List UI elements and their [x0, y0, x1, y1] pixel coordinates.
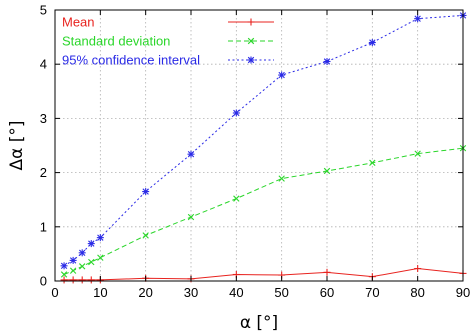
data-point — [233, 195, 240, 202]
legend-marker — [247, 56, 255, 64]
x-tick-label: 50 — [274, 285, 288, 300]
y-tick-label: 4 — [40, 57, 47, 72]
data-point — [414, 15, 422, 23]
data-point — [414, 265, 422, 273]
x-tick-label: 70 — [365, 285, 379, 300]
data-point — [187, 213, 195, 221]
data-point — [69, 267, 77, 274]
y-axis-label: Δα [°] — [7, 120, 27, 170]
data-point — [88, 258, 95, 266]
legend-label: Standard deviation — [62, 34, 170, 49]
data-point — [323, 268, 331, 276]
legend: Mean Standard deviation 95% confidence int… — [62, 15, 274, 68]
series-1 — [60, 145, 467, 278]
data-point — [187, 150, 195, 158]
y-tick-label: 1 — [40, 219, 47, 234]
x-tick-label: 10 — [93, 285, 107, 300]
data-point — [232, 109, 240, 117]
series-2 — [60, 11, 467, 270]
data-point — [60, 262, 68, 270]
data-point — [78, 276, 86, 284]
series-line — [64, 268, 464, 281]
data-point — [69, 256, 77, 264]
data-point — [142, 232, 149, 239]
x-tick-label: 90 — [456, 285, 470, 300]
y-tick-label: 3 — [40, 111, 47, 126]
legend-label: 95% confidence interval — [62, 53, 200, 68]
y-tick-label: 0 — [40, 274, 47, 289]
legend-marker — [247, 37, 255, 45]
x-tick-label: 20 — [138, 285, 152, 300]
data-point — [97, 254, 104, 261]
legend-marker — [247, 18, 255, 26]
x-tick-label: 0 — [51, 285, 58, 300]
data-point — [87, 276, 95, 284]
x-tick-label: 30 — [184, 285, 198, 300]
x-tick-label: 60 — [320, 285, 334, 300]
data-point — [60, 271, 68, 278]
data-point — [368, 39, 376, 47]
x-axis-label: α [°] — [240, 313, 278, 333]
data-point — [142, 188, 150, 196]
data-point — [323, 57, 331, 65]
y-tick-label: 5 — [40, 3, 47, 18]
data-point — [78, 249, 86, 257]
x-tick-label: 80 — [410, 285, 424, 300]
plot-frame — [54, 9, 464, 282]
data-point — [60, 276, 68, 284]
data-point — [79, 263, 86, 270]
data-point — [96, 234, 104, 242]
y-tick-label: 2 — [40, 165, 47, 180]
series-line — [63, 147, 464, 275]
data-point — [369, 159, 376, 167]
data-point — [414, 150, 421, 157]
data-point — [69, 276, 77, 284]
x-tick-label: 40 — [229, 285, 243, 300]
data-point — [278, 175, 285, 182]
data-point — [87, 240, 95, 248]
data-point — [278, 71, 286, 79]
legend-label: Mean — [62, 15, 95, 30]
data-point — [323, 167, 331, 175]
grid — [55, 10, 463, 281]
ticks: 0 10 20 30 40 50 60 70 80 90 0 1 2 3 4 5 — [40, 3, 470, 301]
